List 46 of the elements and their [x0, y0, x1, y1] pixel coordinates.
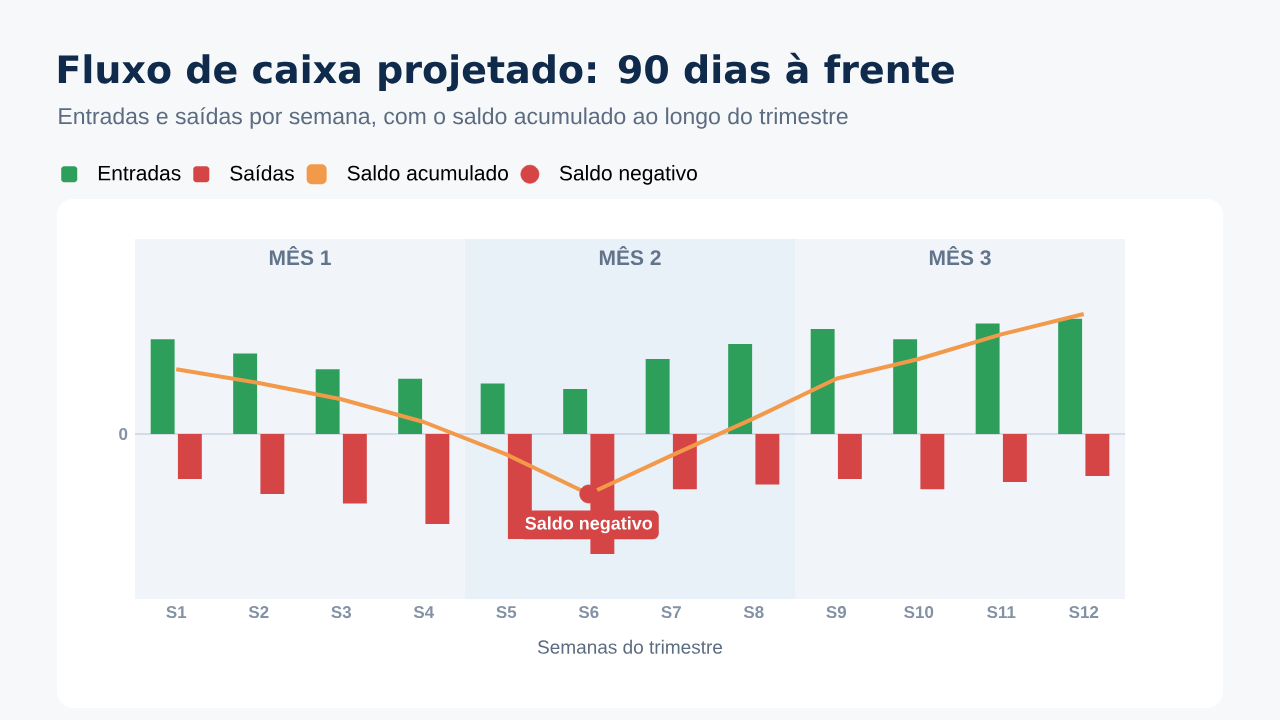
- annotation: Saldo negativo: [525, 516, 653, 534]
- x-tick-label: S1: [166, 606, 187, 619]
- bar: [260, 434, 285, 494]
- bar: [425, 434, 450, 525]
- bar: [810, 329, 835, 435]
- bar: [315, 369, 340, 435]
- legend-label: Entradas: [98, 165, 181, 181]
- bar: [342, 434, 367, 504]
- bar: [398, 378, 423, 435]
- bar: [672, 434, 697, 490]
- legend-label: Saídas: [230, 164, 294, 181]
- legend-label: Saldo negativo: [559, 165, 697, 185]
- bar: [920, 434, 945, 490]
- legend-label: Saldo acumulado: [347, 165, 508, 181]
- band-label: MÊS 1: [269, 246, 331, 266]
- x-tick-label: S9: [826, 606, 847, 619]
- x-tick-label: S3: [331, 606, 352, 619]
- bar: [755, 434, 780, 485]
- bar: [233, 353, 258, 435]
- chart-subtitle: Entradas e saídas por semana, com o saldo acumulado ao longo do trimestre: [59, 107, 848, 129]
- ref-line-label: 0: [119, 428, 128, 441]
- x-tick-label: S2: [248, 606, 269, 619]
- x-tick-label: S7: [661, 606, 681, 619]
- bar: [177, 434, 202, 479]
- x-tick-label: S12: [1069, 606, 1099, 619]
- x-tick-label: S5: [496, 606, 517, 619]
- bar: [480, 383, 505, 435]
- bar: [1002, 434, 1027, 483]
- x-tick-label: S8: [743, 606, 764, 619]
- chart-title: Fluxo de caixa projetado: 90 dias à frente: [58, 52, 954, 92]
- band-label: MÊS 3: [929, 246, 991, 266]
- x-axis-title: Semanas do trimestre: [537, 639, 723, 654]
- x-tick-label: S4: [413, 606, 435, 619]
- x-tick-label: S11: [987, 606, 1016, 619]
- bar: [1058, 318, 1083, 435]
- band-label: MÊS 2: [599, 246, 661, 266]
- bar: [645, 359, 670, 435]
- x-tick-label: S10: [904, 606, 934, 619]
- bar: [728, 344, 753, 435]
- bar: [837, 434, 862, 479]
- bar: [150, 339, 175, 435]
- bar: [893, 339, 918, 435]
- x-tick-label: S6: [578, 606, 599, 619]
- bar: [975, 323, 1000, 435]
- bar: [1085, 434, 1110, 477]
- bar: [563, 389, 588, 435]
